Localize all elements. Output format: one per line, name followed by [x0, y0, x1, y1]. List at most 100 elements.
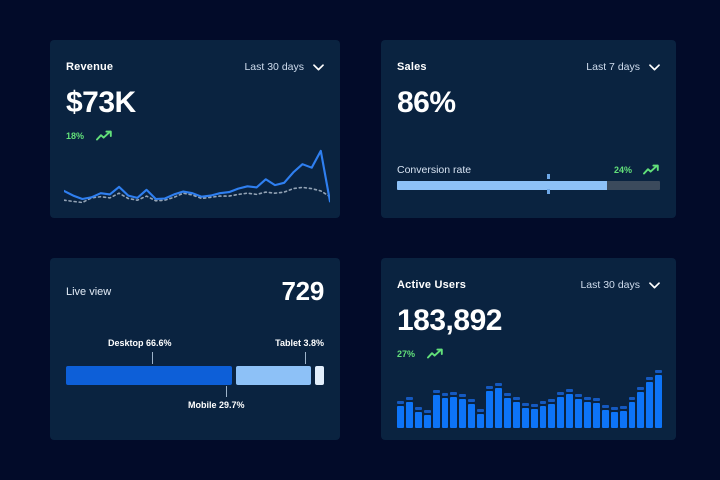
bar-body [405, 401, 413, 428]
bar-column[interactable] [486, 368, 493, 428]
bar-body [610, 412, 618, 428]
bar-cap [548, 399, 556, 402]
bar-body [486, 390, 493, 428]
bar-column[interactable] [512, 368, 520, 428]
bar-cap [494, 383, 502, 387]
segment-label-desktop: Desktop 66.6% [108, 338, 172, 348]
bar-column[interactable] [566, 368, 574, 428]
chevron-down-icon [649, 281, 660, 288]
bar-body [584, 402, 591, 428]
active-users-title: Active Users [397, 279, 467, 291]
bar-column[interactable] [530, 368, 538, 428]
bar-body [477, 413, 485, 428]
segment-tick-mobile [226, 386, 227, 397]
bar-column[interactable] [405, 368, 413, 428]
bar-body [494, 388, 502, 428]
bar-column[interactable] [521, 368, 529, 428]
conversion-progress-wrap [397, 174, 660, 194]
revenue-value: $73K [66, 86, 136, 119]
bar-cap [601, 405, 609, 408]
bar-cap [619, 406, 627, 410]
bar-column[interactable] [601, 368, 609, 428]
bar-column[interactable] [557, 368, 565, 428]
bar-cap [432, 390, 440, 393]
bar-body [414, 411, 422, 428]
revenue-trend: 18% [66, 130, 324, 142]
bar-cap [486, 385, 493, 389]
bar-body [619, 411, 627, 428]
live-view-title: Live view [66, 285, 112, 298]
bar-cap [441, 393, 449, 396]
active-users-card-header: Active Users Last 30 days [397, 276, 660, 294]
bar-body [646, 382, 654, 428]
bar-column[interactable] [592, 368, 600, 428]
live-view-header: Live view 729 [66, 276, 324, 307]
device-segment-desktop[interactable] [66, 366, 233, 385]
bar-column[interactable] [494, 368, 502, 428]
bar-body [548, 404, 556, 428]
bar-column[interactable] [423, 368, 431, 428]
bar-column[interactable] [503, 368, 511, 428]
conversion-rate-trend: 24% [614, 164, 660, 176]
bar-body [441, 398, 449, 428]
active-users-range-selector[interactable]: Last 30 days [580, 279, 660, 291]
device-segment-tablet[interactable] [314, 366, 324, 385]
bar-cap [566, 389, 574, 393]
bar-body [628, 401, 636, 428]
bar-body [655, 375, 663, 428]
bar-cap [423, 409, 431, 413]
active-users-range-label: Last 30 days [580, 279, 640, 291]
revenue-line-chart-svg [64, 149, 330, 204]
segment-tick-tablet [305, 352, 306, 364]
live-view-count: 729 [281, 276, 325, 306]
revenue-card: Revenue Last 30 days $73K 18% [50, 40, 340, 218]
bar-cap [503, 393, 511, 396]
bar-column[interactable] [610, 368, 618, 428]
bar-body [432, 395, 440, 428]
bar-cap [628, 396, 636, 400]
conversion-marker-bottom [546, 189, 550, 194]
revenue-current-series [64, 149, 330, 203]
bar-column[interactable] [414, 368, 422, 428]
bar-body [423, 414, 431, 428]
bar-column[interactable] [432, 368, 440, 428]
bar-column[interactable] [441, 368, 449, 428]
device-split-chart: Desktop 66.6% Tablet 3.8% Mobile 29.7% [66, 338, 324, 410]
conversion-rate-percent: 24% [613, 165, 632, 175]
bar-column[interactable] [655, 368, 663, 428]
bar-cap [610, 407, 618, 411]
bar-column[interactable] [637, 368, 645, 428]
bar-cap [539, 400, 547, 404]
bar-column[interactable] [548, 368, 556, 428]
bar-column[interactable] [646, 368, 654, 428]
device-split-bar [66, 366, 324, 385]
bar-column[interactable] [539, 368, 547, 428]
bar-column[interactable] [468, 368, 476, 428]
bar-column[interactable] [397, 368, 404, 428]
sales-title: Sales [397, 61, 427, 73]
revenue-title: Revenue [66, 61, 114, 73]
bar-cap [414, 406, 422, 410]
bar-column[interactable] [575, 368, 583, 428]
revenue-range-selector[interactable]: Last 30 days [244, 61, 324, 73]
bar-column[interactable] [584, 368, 591, 428]
revenue-range-label: Last 30 days [244, 61, 304, 73]
bar-cap [397, 401, 404, 405]
bar-column[interactable] [628, 368, 636, 428]
sales-card-header: Sales Last 7 days [397, 58, 660, 76]
bar-column[interactable] [459, 368, 467, 428]
conversion-progress-bar[interactable] [397, 181, 660, 190]
trend-up-icon [427, 348, 443, 359]
device-segment-mobile[interactable] [236, 366, 311, 385]
bar-column[interactable] [477, 368, 485, 428]
revenue-previous-series [64, 186, 330, 204]
bar-body [566, 394, 574, 428]
sales-range-selector[interactable]: Last 7 days [586, 61, 660, 73]
bar-cap [468, 399, 476, 402]
bar-body [575, 399, 583, 428]
bar-cap [584, 397, 591, 401]
bar-cap [557, 391, 565, 395]
bar-column[interactable] [619, 368, 627, 428]
bar-column[interactable] [450, 368, 458, 428]
bar-cap [512, 396, 520, 400]
